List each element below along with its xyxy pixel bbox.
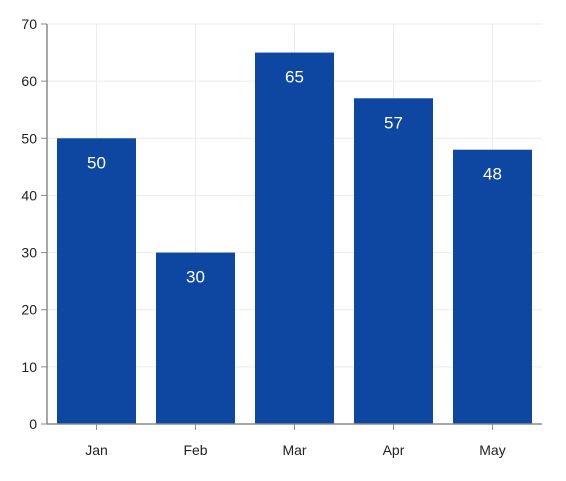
x-tick-label-mar: Mar (282, 442, 306, 458)
x-tick-label-feb: Feb (183, 442, 207, 458)
y-tick-label: 30 (21, 245, 37, 261)
data-labels: 50 30 65 57 48 (87, 68, 502, 287)
data-label-apr: 57 (384, 113, 403, 132)
y-tick-label: 50 (21, 130, 37, 146)
x-tick-label-may: May (479, 442, 505, 458)
x-tick-label-apr: Apr (383, 442, 405, 458)
y-tick-label: 40 (21, 187, 37, 203)
data-label-jan: 50 (87, 153, 106, 172)
y-tick-label: 10 (21, 359, 37, 375)
data-label-feb: 30 (186, 268, 205, 287)
y-tick-label: 0 (29, 416, 37, 432)
x-tick-label-jan: Jan (85, 442, 108, 458)
data-label-may: 48 (483, 165, 502, 184)
y-tick-label: 60 (21, 73, 37, 89)
axes: 0 10 20 30 40 50 60 70 Jan Feb Mar Apr May (21, 16, 542, 458)
bar-apr (354, 98, 433, 425)
bar-mar (255, 52, 334, 424)
y-tick-label: 20 (21, 302, 37, 318)
bar-may (453, 149, 532, 424)
bar-feb (156, 252, 235, 424)
bar-jan (57, 138, 136, 425)
bar-series (57, 52, 532, 425)
data-label-mar: 65 (285, 68, 304, 87)
y-tick-label: 70 (21, 16, 37, 32)
